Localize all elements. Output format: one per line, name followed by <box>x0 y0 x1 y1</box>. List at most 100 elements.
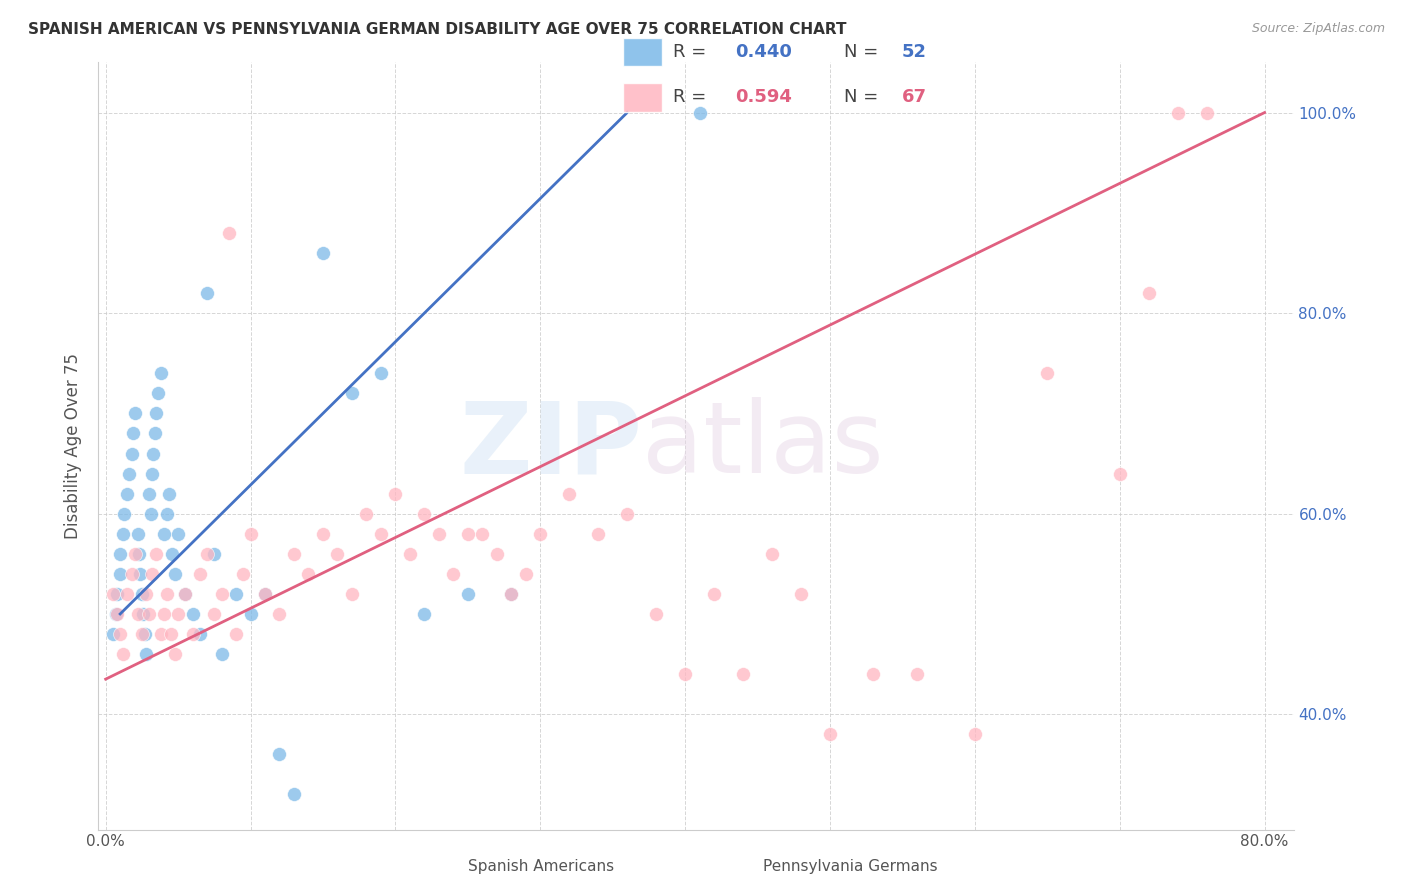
Text: ZIP: ZIP <box>460 398 643 494</box>
Text: SPANISH AMERICAN VS PENNSYLVANIA GERMAN DISABILITY AGE OVER 75 CORRELATION CHART: SPANISH AMERICAN VS PENNSYLVANIA GERMAN … <box>28 22 846 37</box>
Point <box>239 607 262 621</box>
Point <box>174 587 197 601</box>
Point <box>128 547 150 561</box>
Point <box>703 587 725 601</box>
Text: Source: ZipAtlas.com: Source: ZipAtlas.com <box>1251 22 1385 36</box>
Point <box>101 587 124 601</box>
Point <box>174 587 197 601</box>
Point <box>145 547 167 561</box>
Point <box>165 566 187 581</box>
Point <box>104 607 127 621</box>
Point <box>108 547 131 561</box>
Point <box>160 627 183 641</box>
Point <box>384 486 406 500</box>
Point <box>118 467 141 481</box>
Point <box>188 566 211 581</box>
Point <box>127 607 149 621</box>
Point <box>138 486 160 500</box>
Point <box>132 607 155 621</box>
Text: 52: 52 <box>901 43 927 61</box>
Point <box>673 667 696 681</box>
Point <box>112 647 135 661</box>
Point <box>1036 366 1059 380</box>
Text: R =: R = <box>673 43 713 61</box>
Point <box>167 607 190 621</box>
Point <box>485 547 508 561</box>
Point <box>529 526 551 541</box>
Point <box>790 587 813 601</box>
Point <box>515 566 537 581</box>
Point <box>131 587 153 601</box>
Text: 0.440: 0.440 <box>735 43 792 61</box>
Point <box>121 566 143 581</box>
Point <box>413 507 436 521</box>
Point <box>340 386 363 401</box>
Point <box>905 667 928 681</box>
Point <box>101 627 124 641</box>
Point <box>195 547 218 561</box>
Point <box>1108 467 1130 481</box>
Point <box>181 627 204 641</box>
Point <box>211 587 233 601</box>
Point <box>963 727 986 741</box>
Point <box>1137 286 1160 301</box>
Point <box>124 547 146 561</box>
Point <box>157 486 180 500</box>
Point <box>239 526 262 541</box>
Point <box>122 426 145 441</box>
Point <box>202 607 225 621</box>
Point <box>195 286 218 301</box>
Text: Spanish Americans: Spanish Americans <box>468 859 614 873</box>
Point <box>112 526 135 541</box>
Point <box>427 526 450 541</box>
Point <box>114 507 136 521</box>
Point <box>326 547 349 561</box>
Point <box>138 607 160 621</box>
Point <box>117 486 139 500</box>
Point <box>253 587 276 601</box>
Point <box>340 587 363 601</box>
Point <box>141 467 163 481</box>
Point <box>135 647 157 661</box>
Point <box>1167 105 1189 120</box>
Point <box>167 526 190 541</box>
Y-axis label: Disability Age Over 75: Disability Age Over 75 <box>65 353 83 539</box>
Point <box>211 647 233 661</box>
Point <box>457 526 479 541</box>
Point <box>105 607 128 621</box>
Point <box>1195 105 1218 120</box>
Point <box>129 566 152 581</box>
Point <box>139 507 162 521</box>
Point <box>441 566 464 581</box>
Text: 67: 67 <box>901 88 927 106</box>
Point <box>152 607 174 621</box>
Point <box>188 627 211 641</box>
Point <box>283 547 305 561</box>
Point <box>121 446 143 460</box>
Text: R =: R = <box>673 88 713 106</box>
Point <box>141 566 163 581</box>
Point <box>689 105 711 120</box>
Point <box>297 566 319 581</box>
Point <box>253 587 276 601</box>
Point <box>105 587 128 601</box>
Point <box>149 366 172 380</box>
Point <box>155 587 177 601</box>
Text: N =: N = <box>844 43 883 61</box>
Point <box>134 627 156 641</box>
Point <box>645 607 668 621</box>
Point <box>558 486 581 500</box>
Point <box>155 507 177 521</box>
Point <box>146 386 169 401</box>
Point <box>312 526 335 541</box>
Text: N =: N = <box>844 88 883 106</box>
Point <box>269 607 291 621</box>
Point <box>225 587 247 601</box>
Point <box>218 226 240 240</box>
Point <box>501 587 523 601</box>
Point <box>135 587 157 601</box>
Point <box>731 667 754 681</box>
Point <box>586 526 609 541</box>
Text: 0.594: 0.594 <box>735 88 792 106</box>
Point <box>283 788 305 802</box>
